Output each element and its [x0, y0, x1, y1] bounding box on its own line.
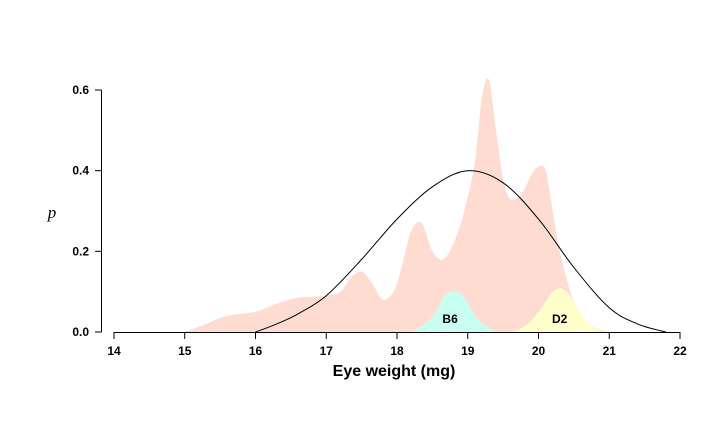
- x-tick-label: 16: [249, 344, 263, 358]
- x-tick-label: 18: [390, 344, 404, 358]
- x-tick-label: 19: [461, 344, 475, 358]
- x-tick-label: 20: [532, 344, 546, 358]
- area-d2: [513, 288, 603, 332]
- area-population: [184, 78, 610, 332]
- y-tick-label: 0.6: [72, 83, 89, 97]
- density-areas: [184, 78, 610, 332]
- y-tick-label: 0.2: [72, 244, 89, 258]
- normal-curve-line: [255, 170, 667, 333]
- x-tick-label: 15: [178, 344, 192, 358]
- x-axis-title: Eye weight (mg): [333, 363, 456, 380]
- y-axis-title: p: [47, 203, 57, 222]
- area-b6: [411, 290, 500, 332]
- series-label-b6: B6: [442, 312, 458, 326]
- x-tick-label: 22: [673, 344, 687, 358]
- y-tick-label: 0.0: [72, 325, 89, 339]
- x-tick-label: 17: [320, 344, 334, 358]
- x-tick-label: 21: [603, 344, 617, 358]
- series-label-d2: D2: [552, 312, 568, 326]
- y-axis-ticks: 0.0 0.2 0.4 0.6: [72, 83, 102, 339]
- density-lines: [255, 170, 667, 333]
- x-tick-label: 14: [107, 344, 121, 358]
- series-labels: B6 D2: [442, 312, 567, 326]
- y-tick-label: 0.4: [72, 164, 89, 178]
- x-axis-ticks: 14 15 16 17 18 19 20 21 22: [107, 332, 687, 358]
